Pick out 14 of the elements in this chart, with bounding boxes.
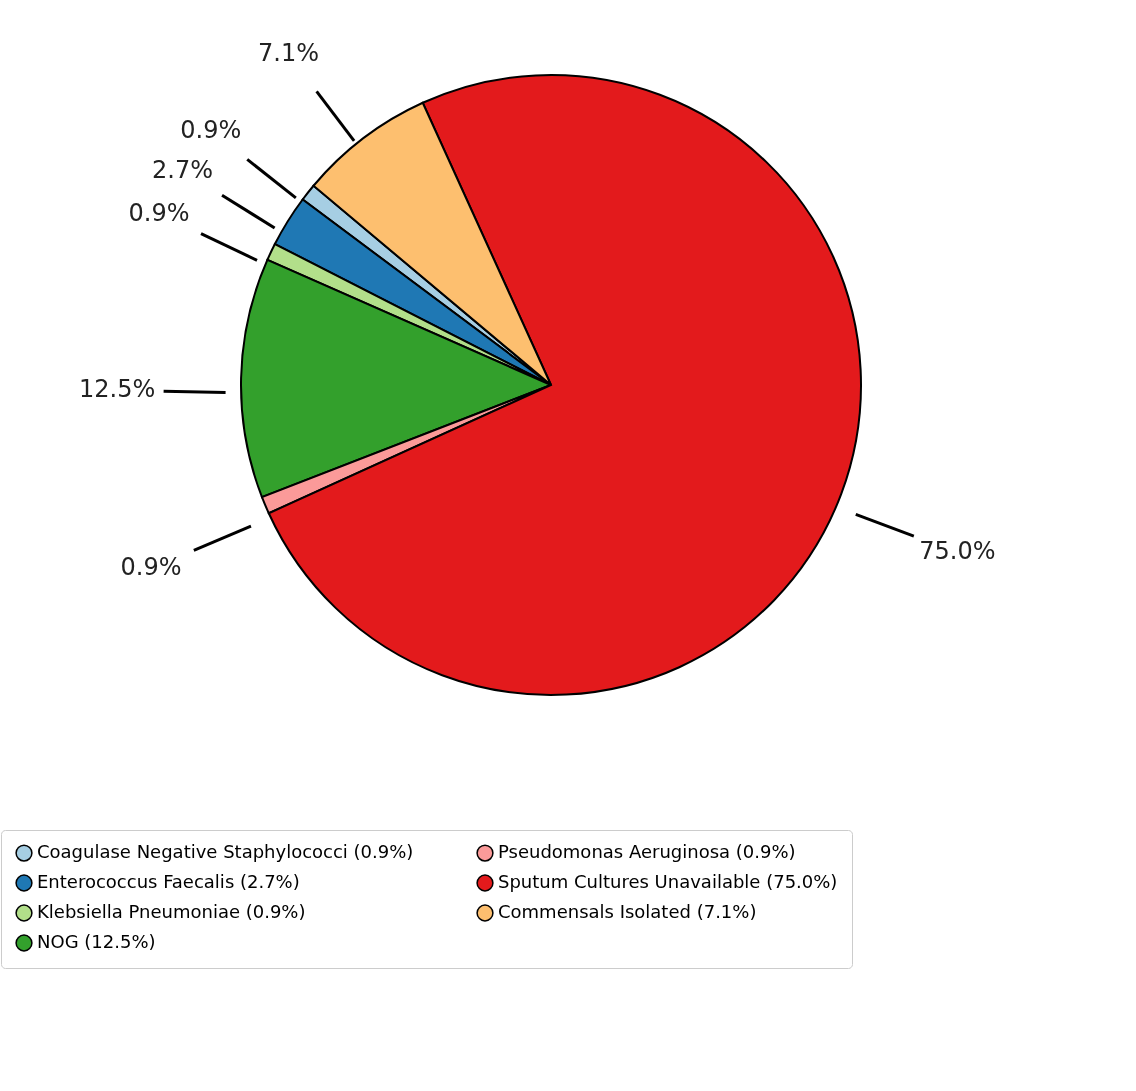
legend-label: Pseudomonas Aeruginosa (0.9%) bbox=[498, 841, 796, 863]
data-label: 12.5% bbox=[78, 375, 156, 404]
legend-label: Coagulase Negative Staphylococci (0.9%) bbox=[37, 841, 414, 863]
legend-label: Enterococcus Faecalis (2.7%) bbox=[37, 871, 300, 892]
data-label: 75.0% bbox=[919, 537, 996, 566]
data-label: 0.9% bbox=[120, 553, 182, 582]
legend-label: Commensals Isolated (7.1%) bbox=[498, 901, 757, 922]
data-label: 0.9% bbox=[180, 115, 242, 144]
data-label: 7.1% bbox=[257, 39, 319, 68]
legend-label: Sputum Cultures Unavailable (75.0%) bbox=[498, 871, 838, 892]
legend-label: NOG (12.5%) bbox=[37, 931, 156, 952]
data-label: 2.7% bbox=[152, 155, 214, 184]
data-label: 0.9% bbox=[128, 198, 190, 227]
legend-label: Klebsiella Pneumoniae (0.9%) bbox=[37, 901, 306, 922]
